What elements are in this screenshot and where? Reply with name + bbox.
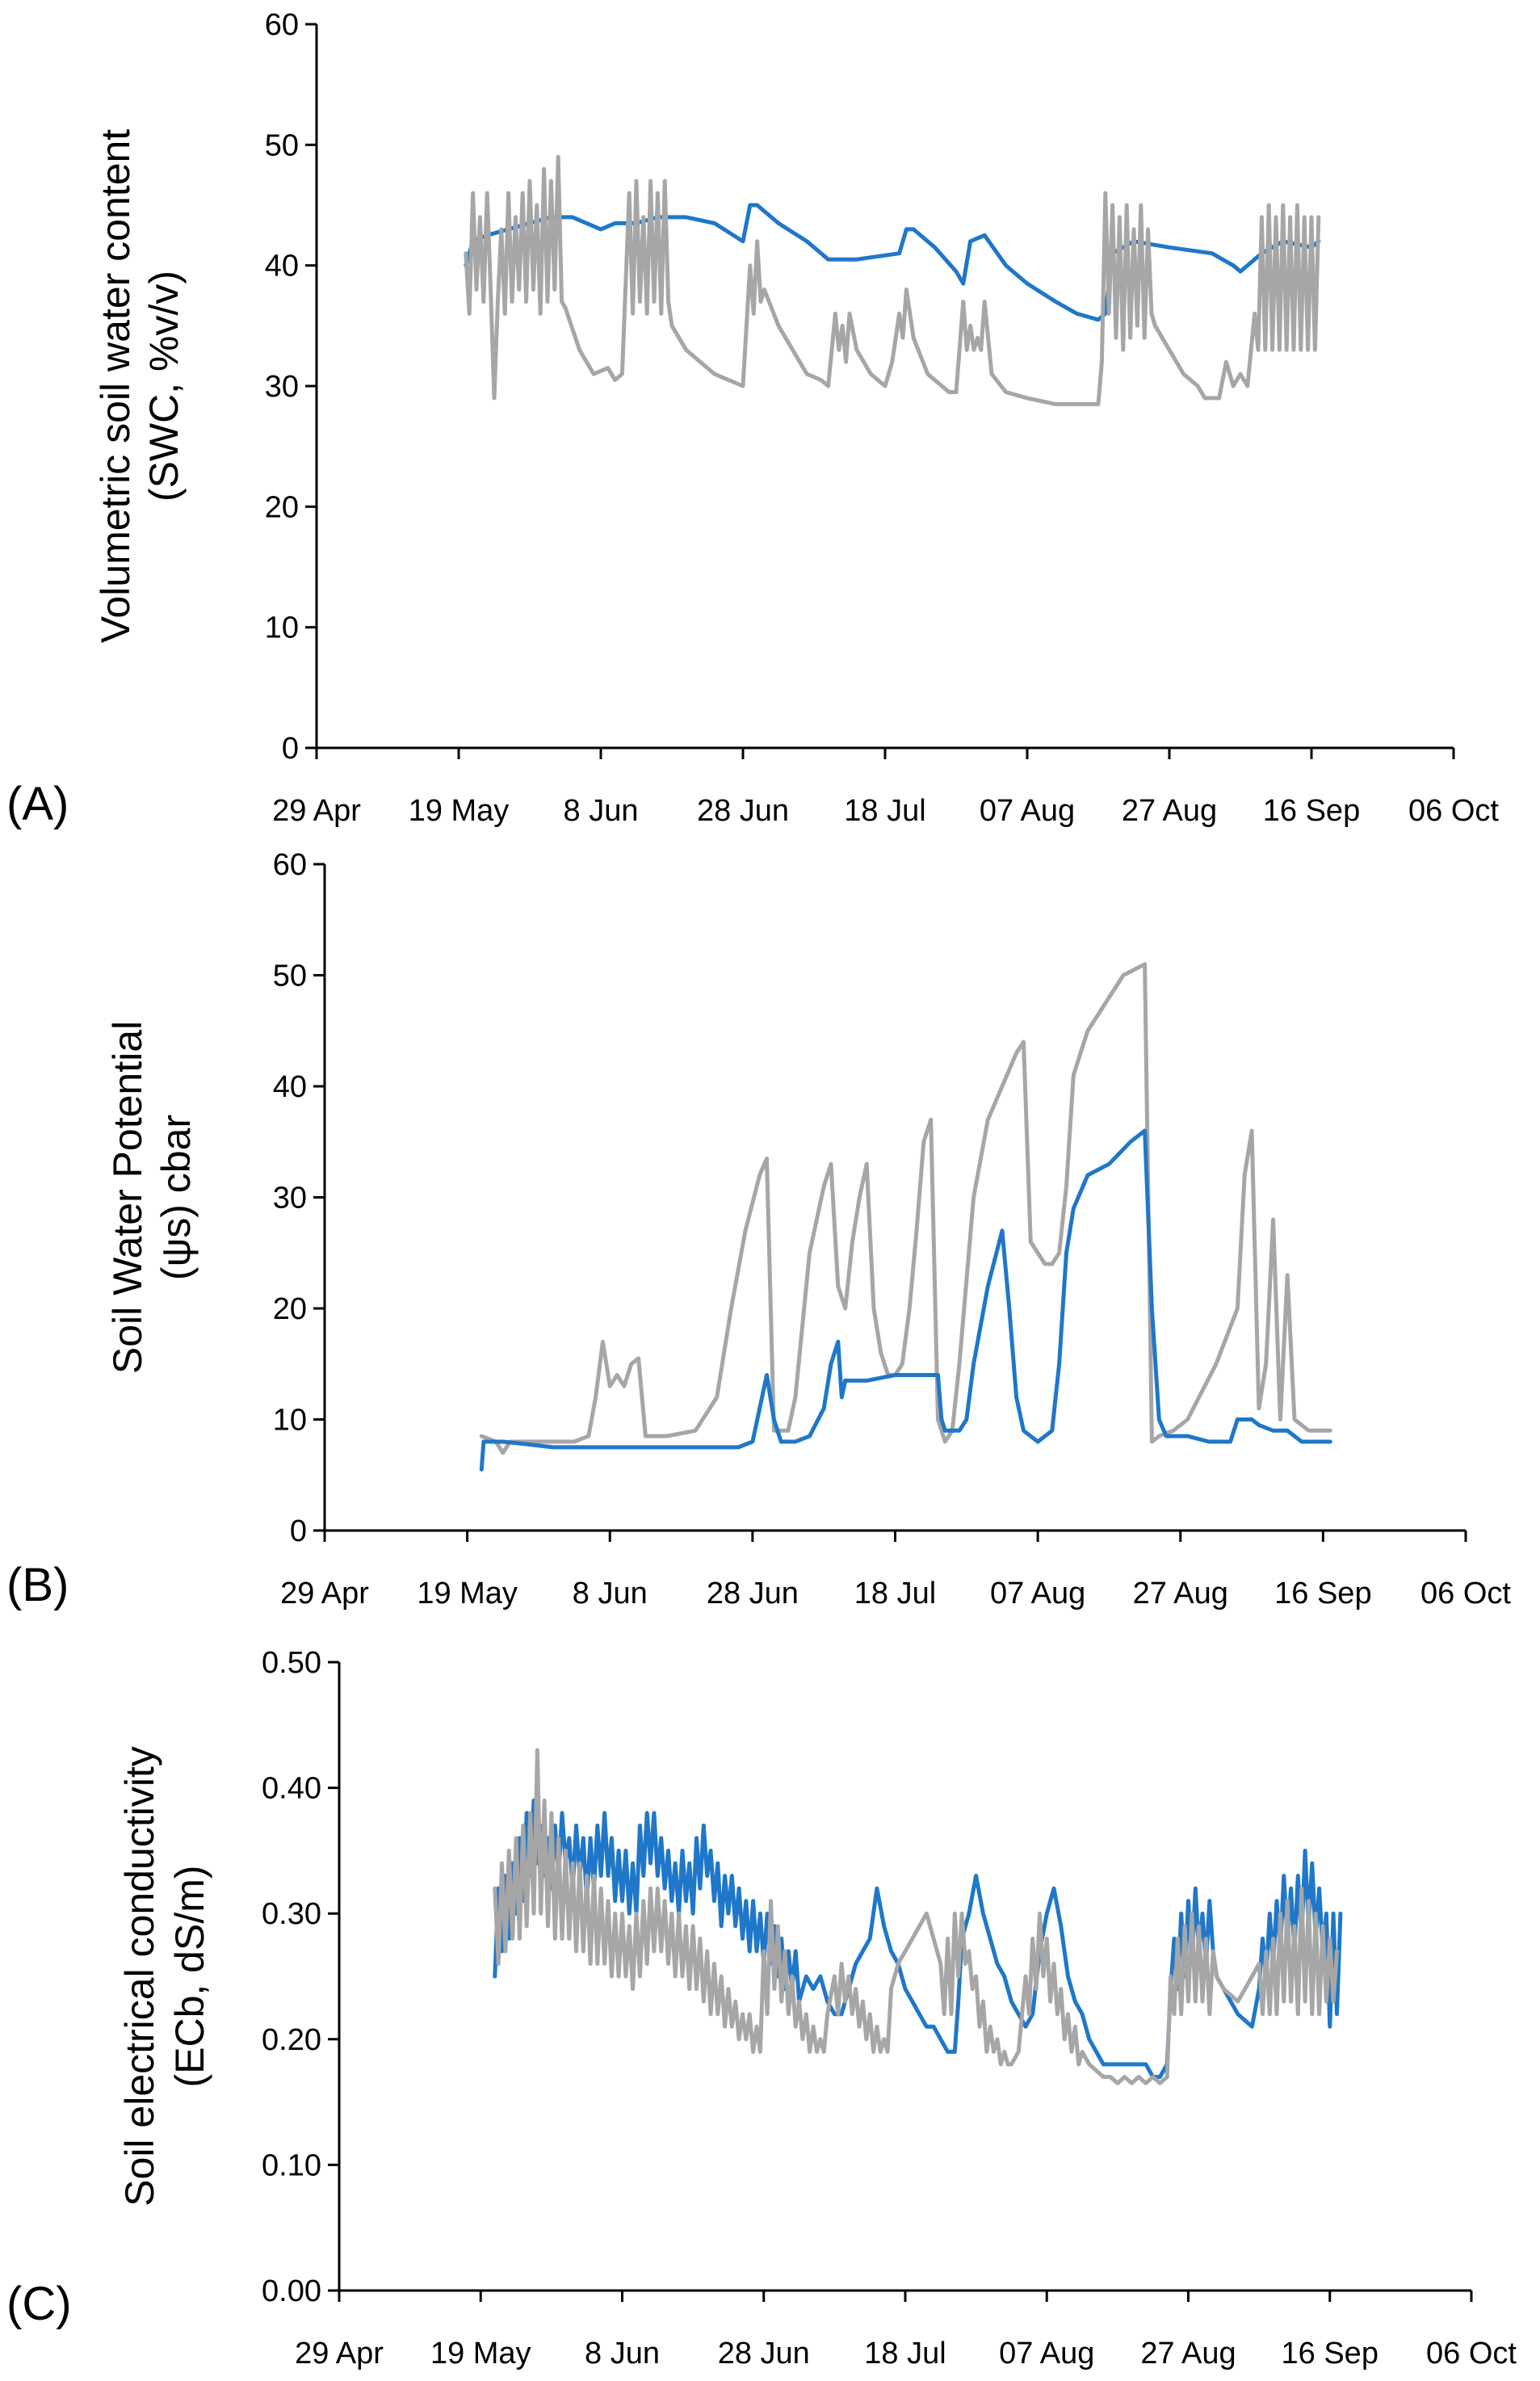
chart-panel-c: 0.00 0.10 0.20 0.30 0.40 0.50 29 Apr 19 May 8 J… [6, 1646, 1517, 2371]
panel-label-text: (C) [6, 2278, 72, 2330]
panel-label: (B) [6, 1559, 69, 1611]
y-tick-label: 60 [265, 8, 299, 42]
y-tick-label: 30 [265, 370, 299, 404]
y-tick-label: 0.50 [262, 1646, 321, 1680]
y-axis-title-line: Soil electrical conductivity [117, 1746, 162, 2207]
y-tick-label: 20 [265, 490, 299, 524]
x-tick-label: 18 Jul [864, 2337, 946, 2371]
axes [338, 1662, 1471, 2292]
y-tick-label: 0 [290, 1514, 307, 1548]
x-tick-label: 27 Aug [1133, 1577, 1228, 1610]
chart-panel-b: 0 10 20 30 40 50 60 29 Apr 19 May 8 Jun 28 Jun 18 … [6, 848, 1511, 1611]
x-tick-label: 29 Apr [280, 1577, 369, 1610]
y-axis-title-line: Volumetric soil water content [93, 129, 138, 644]
x-tick-label: 07 Aug [990, 1577, 1085, 1610]
axes [323, 864, 1466, 1532]
y-axis-title-line: (ECb, dS/m) [167, 1865, 212, 2087]
y-tick-label: 40 [265, 250, 299, 283]
x-tick-label: 19 May [417, 1577, 518, 1610]
x-axis-ticks: 29 Apr 19 May 8 Jun 28 Jun 18 Jul 07 Aug 27 Au… [295, 2291, 1517, 2371]
x-tick-label: 27 Aug [1140, 2337, 1236, 2371]
y-tick-label: 0.30 [262, 1897, 321, 1931]
x-tick-label: 8 Jun [573, 1577, 648, 1610]
y-axis-title-line: (SWC, %v/v) [141, 271, 187, 502]
x-tick-label: 28 Jun [697, 794, 789, 828]
x-tick-label: 8 Jun [564, 794, 639, 828]
x-tick-label: 06 Oct [1408, 794, 1499, 828]
y-tick-label: 0.00 [262, 2274, 321, 2308]
x-tick-label: 28 Jun [707, 1577, 799, 1610]
x-tick-label: 29 Apr [272, 794, 361, 828]
y-axis-title: Soil electrical conductivity (ECb, dS/m) [117, 1746, 212, 2207]
series-line-blue [464, 203, 1321, 322]
x-tick-label: 16 Sep [1282, 2337, 1378, 2371]
y-tick-label: 50 [265, 128, 299, 162]
x-axis-ticks: 29 Apr 19 May 8 Jun 28 Jun 18 Jul 07 Aug 27 Au… [280, 1531, 1511, 1610]
y-axis-title: Volumetric soil water content (SWC, %v/v) [93, 129, 187, 644]
y-axis-title-line: Soil Water Potential [105, 1021, 150, 1374]
y-axis-ticks: 0 10 20 30 40 50 60 [265, 8, 317, 766]
series-lines [493, 1748, 1343, 2085]
series-lines [464, 154, 1321, 406]
y-axis-ticks: 0.00 0.10 0.20 0.30 0.40 0.50 [262, 1646, 339, 2308]
y-tick-label: 60 [273, 848, 307, 882]
x-tick-label: 07 Aug [999, 2337, 1094, 2371]
x-tick-label: 16 Sep [1263, 794, 1360, 828]
y-tick-label: 10 [265, 611, 299, 645]
y-tick-label: 50 [273, 960, 307, 993]
y-tick-label: 0.20 [262, 2023, 321, 2057]
panel-label: (C) [6, 2278, 72, 2330]
x-tick-label: 29 Apr [295, 2337, 384, 2371]
x-tick-label: 27 Aug [1122, 794, 1217, 828]
y-tick-label: 0.10 [262, 2148, 321, 2182]
series-line-gray [464, 154, 1321, 406]
x-tick-label: 16 Sep [1274, 1577, 1371, 1610]
series-lines [479, 962, 1332, 1472]
x-tick-label: 19 May [409, 794, 510, 828]
x-tick-label: 19 May [430, 2337, 531, 2371]
x-tick-label: 07 Aug [980, 794, 1075, 828]
x-tick-label: 06 Oct [1426, 2337, 1517, 2371]
panel-label-text: (B) [6, 1559, 69, 1611]
x-axis-ticks: 29 Apr 19 May 8 Jun 28 Jun 18 Jul 07 Aug 27 Au… [272, 748, 1499, 828]
y-tick-label: 0.40 [262, 1772, 321, 1806]
y-tick-label: 20 [273, 1292, 307, 1326]
x-tick-label: 28 Jun [718, 2337, 810, 2371]
y-tick-label: 0 [282, 732, 299, 766]
x-tick-label: 18 Jul [844, 794, 925, 828]
y-axis-title: Soil Water Potential (ψs) cbar [105, 1021, 199, 1374]
x-tick-label: 06 Oct [1420, 1577, 1511, 1610]
y-tick-label: 10 [273, 1404, 307, 1438]
panel-label: (A) [6, 778, 69, 830]
chart-panel-a: 0 10 20 30 40 50 60 29 Apr 19 May 8 Jun 28 Jun 18 … [6, 8, 1499, 830]
y-axis-ticks: 0 10 20 30 40 50 60 [273, 848, 325, 1548]
series-line-gray [479, 962, 1332, 1455]
panel-label-text: (A) [6, 778, 69, 830]
x-tick-label: 18 Jul [854, 1577, 936, 1610]
series-line-gray [493, 1748, 1339, 2085]
axes [315, 24, 1454, 750]
series-line-blue [479, 1128, 1332, 1472]
y-tick-label: 30 [273, 1182, 307, 1216]
x-tick-label: 8 Jun [585, 2337, 660, 2371]
y-tick-label: 40 [273, 1070, 307, 1104]
y-axis-title-line: (ψs) cbar [153, 1115, 199, 1280]
